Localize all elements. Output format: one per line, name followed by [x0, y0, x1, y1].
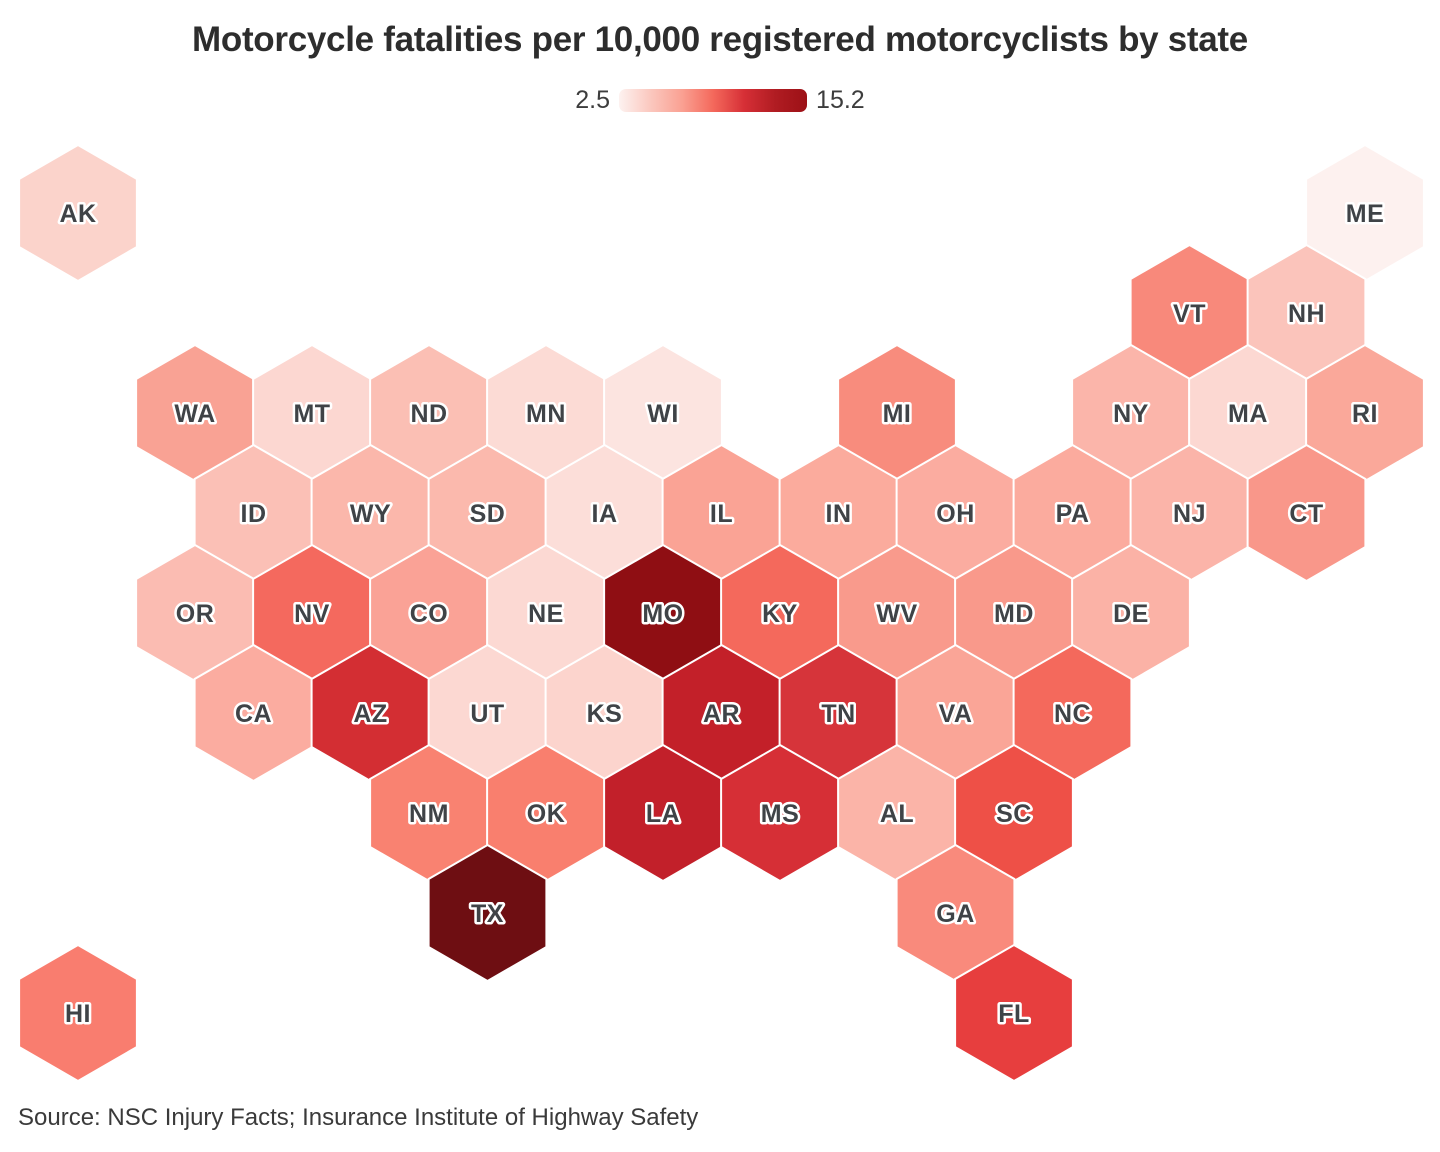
- hex-label-NY: NY: [1113, 400, 1149, 428]
- hex-label-MN: MN: [526, 400, 566, 428]
- hex-TX: [427, 843, 548, 983]
- hex-label-CA: CA: [235, 700, 272, 728]
- source-note: Source: NSC Injury Facts; Insurance Inst…: [18, 1104, 699, 1131]
- hex-label-SD: SD: [470, 500, 506, 528]
- hex-label-PA: PA: [1056, 500, 1090, 528]
- hex-label-MD: MD: [994, 600, 1034, 628]
- hex-label-AZ: AZ: [353, 700, 387, 728]
- hex-label-TX: TX: [471, 900, 504, 928]
- hex-label-MT: MT: [293, 400, 330, 428]
- hex-label-AL: AL: [880, 800, 914, 828]
- hex-label-NM: NM: [409, 800, 449, 828]
- legend-min-label: 2.5: [575, 86, 611, 114]
- hex-label-KY: KY: [762, 600, 798, 628]
- hex-label-WI: WI: [647, 400, 679, 428]
- hex-label-IN: IN: [826, 500, 852, 528]
- hex-label-SC: SC: [996, 800, 1032, 828]
- hex-label-WY: WY: [350, 500, 391, 528]
- hex-label-MA: MA: [1228, 400, 1268, 428]
- hex-label-NH: NH: [1288, 300, 1325, 328]
- hex-label-MO: MO: [642, 600, 683, 628]
- hex-label-VT: VT: [1173, 300, 1206, 328]
- hex-label-UT: UT: [470, 700, 504, 728]
- chart-title: Motorcycle fatalities per 10,000 registe…: [192, 20, 1248, 59]
- hex-label-CT: CT: [1289, 500, 1323, 528]
- hex-label-LA: LA: [646, 800, 680, 828]
- hex-label-AR: AR: [703, 700, 740, 728]
- hex-label-NE: NE: [528, 600, 564, 628]
- hex-label-OK: OK: [527, 800, 566, 828]
- hex-label-WA: WA: [174, 400, 215, 428]
- hex-HI: [18, 943, 138, 1083]
- hex-label-WV: WV: [876, 600, 917, 628]
- hex-label-IA: IA: [592, 500, 618, 528]
- hex-label-KS: KS: [587, 700, 623, 728]
- hex-label-IL: IL: [710, 500, 733, 528]
- hex-label-NC: NC: [1054, 700, 1091, 728]
- hex-AK: [18, 143, 138, 283]
- hex-label-ND: ND: [410, 400, 447, 428]
- hex-label-DE: DE: [1113, 600, 1149, 628]
- hex-label-RI: RI: [1352, 400, 1378, 428]
- hex-label-HI: HI: [65, 1000, 91, 1028]
- hex-label-TN: TN: [821, 700, 855, 728]
- hex-label-AK: AK: [59, 200, 96, 228]
- hex-CT: [1246, 443, 1367, 583]
- legend-gradient-bar: [619, 89, 808, 112]
- hex-label-CO: CO: [410, 600, 449, 628]
- hex-FL: [954, 943, 1074, 1083]
- hex-label-ME: ME: [1346, 200, 1385, 228]
- hex-label-GA: GA: [936, 900, 975, 928]
- hex-label-NJ: NJ: [1173, 500, 1206, 528]
- legend-max-label: 15.2: [816, 86, 865, 114]
- color-legend: 2.5 15.2: [0, 88, 1440, 113]
- hex-label-ID: ID: [241, 500, 267, 528]
- hex-label-OR: OR: [176, 600, 215, 628]
- hex-label-MS: MS: [761, 800, 800, 828]
- hex-label-FL: FL: [998, 1000, 1030, 1028]
- hex-label-NV: NV: [294, 600, 330, 628]
- hex-label-VA: VA: [939, 700, 973, 728]
- hex-label-OH: OH: [936, 500, 975, 528]
- hex-label-MI: MI: [883, 400, 912, 428]
